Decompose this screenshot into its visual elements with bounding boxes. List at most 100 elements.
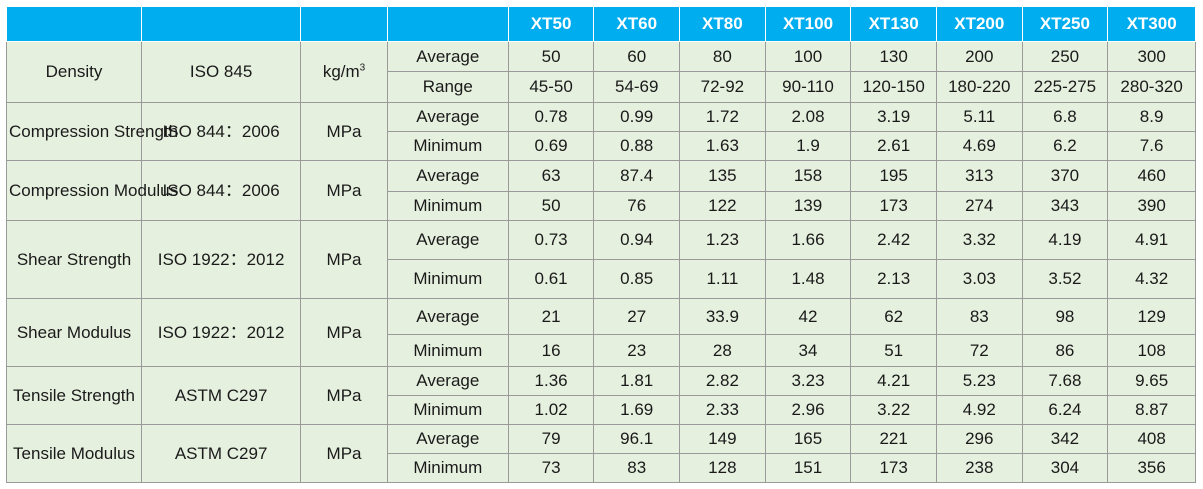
value-cell: 238	[935, 453, 1023, 483]
value-cell: 2.82	[679, 366, 766, 396]
header-blank	[386, 6, 509, 42]
value-cell: 4.91	[1107, 220, 1196, 260]
table-row: Tensile Strength ASTM C297 MPa Average 1.36 1…	[5, 366, 1196, 425]
value-cell: 72-92	[679, 71, 766, 103]
property-name: Tensile Strength	[5, 366, 143, 425]
value-cell: 200	[935, 41, 1023, 72]
property-name: Compression Strength	[5, 102, 178, 161]
value-cell: 180-220	[935, 71, 1023, 103]
value-cell: 83	[593, 453, 681, 483]
value-cell: 54-69	[593, 71, 681, 103]
value-cell: 304	[1021, 453, 1109, 483]
value-cell: 1.11	[679, 259, 766, 299]
property-name: Shear Strength	[5, 220, 143, 299]
table-row: Density ISO 845 kg/m3 Average 50 60 80 100 130 20…	[5, 41, 1196, 103]
value-cell: 165	[764, 424, 852, 454]
table-row: Minimum 73 83 128 151 173 238 304 356	[7, 453, 1196, 483]
table-row: Minimum 16 23 28 34 51 72 86 108	[7, 334, 1196, 367]
value-cell: 342	[1021, 424, 1109, 454]
test-standard: ISO 1922：2012	[141, 298, 302, 367]
table-row: Shear Strength ISO 1922：2012 MPa Average 0.7…	[5, 220, 1196, 299]
table-body: Density ISO 845 kg/m3 Average 50 60 80 100 130 20…	[5, 41, 1196, 483]
header-row: XT50 XT60 XT80 XT100 XT130 XT200 XT250 X…	[5, 6, 1196, 42]
unit: MPa	[300, 424, 388, 483]
grade-header: XT200	[935, 6, 1023, 42]
value-cell: 6.24	[1021, 395, 1109, 425]
value-cell: 343	[1021, 191, 1109, 221]
statistic-label: Minimum	[386, 259, 509, 299]
value-cell: 1.66	[764, 220, 852, 260]
value-cell: 313	[935, 160, 1023, 192]
value-cell: 0.73	[507, 220, 595, 260]
value-cell: 3.19	[850, 102, 937, 132]
value-cell: 1.23	[679, 220, 766, 260]
statistic-label: Minimum	[386, 334, 509, 367]
value-cell: 370	[1021, 160, 1109, 192]
value-cell: 2.08	[764, 102, 852, 132]
value-cell: 151	[764, 453, 852, 483]
unit: MPa	[300, 102, 388, 161]
value-cell: 250	[1021, 41, 1109, 72]
grade-header: XT50	[507, 6, 595, 42]
value-cell: 23	[593, 334, 681, 367]
table-row: Shear Modulus ISO 1922：2012 MPa Average 21 27…	[5, 298, 1196, 367]
value-cell: 1.63	[679, 131, 766, 161]
property-name: Compression Modulus	[5, 160, 178, 221]
test-standard: ASTM C297	[141, 424, 302, 483]
header-blank	[300, 6, 388, 42]
value-cell: 274	[935, 191, 1023, 221]
value-cell: 0.78	[507, 102, 595, 132]
value-cell: 33.9	[679, 298, 766, 335]
value-cell: 122	[679, 191, 766, 221]
value-cell: 195	[850, 160, 937, 192]
value-cell: 45-50	[507, 71, 595, 103]
test-standard: ASTM C297	[141, 366, 302, 425]
value-cell: 62	[850, 298, 937, 335]
value-cell: 356	[1107, 453, 1196, 483]
value-cell: 83	[935, 298, 1023, 335]
value-cell: 130	[850, 41, 937, 72]
grade-header: XT130	[850, 6, 937, 42]
value-cell: 27	[593, 298, 681, 335]
value-cell: 4.19	[1021, 220, 1109, 260]
value-cell: 158	[764, 160, 852, 192]
property-name: Tensile Modulus	[5, 424, 143, 483]
value-cell: 72	[935, 334, 1023, 367]
statistic-label: Minimum	[386, 453, 509, 483]
value-cell: 149	[679, 424, 766, 454]
table-row: Minimum 0.61 0.85 1.11 1.48 2.13 3.03 3.52 4.32	[7, 259, 1196, 299]
value-cell: 1.81	[593, 366, 681, 396]
unit: MPa	[300, 298, 388, 367]
test-standard: ISO 844：2006	[141, 160, 302, 221]
value-cell: 1.02	[507, 395, 595, 425]
value-cell: 128	[679, 453, 766, 483]
value-cell: 390	[1107, 191, 1196, 221]
value-cell: 2.33	[679, 395, 766, 425]
value-cell: 139	[764, 191, 852, 221]
value-cell: 0.88	[593, 131, 681, 161]
value-cell: 408	[1107, 424, 1196, 454]
value-cell: 173	[850, 453, 937, 483]
value-cell: 34	[764, 334, 852, 367]
value-cell: 2.13	[850, 259, 937, 299]
property-name: Shear Modulus	[5, 298, 143, 367]
value-cell: 8.9	[1107, 102, 1196, 132]
statistic-label: Average	[386, 366, 509, 396]
value-cell: 16	[507, 334, 595, 367]
value-cell: 0.94	[593, 220, 681, 260]
value-cell: 73	[507, 453, 595, 483]
value-cell: 6.2	[1021, 131, 1109, 161]
value-cell: 80	[679, 41, 766, 72]
value-cell: 3.03	[935, 259, 1023, 299]
value-cell: 225-275	[1021, 71, 1109, 103]
statistic-label: Minimum	[386, 191, 509, 221]
test-standard: ISO 845	[141, 41, 302, 103]
header-blank	[5, 6, 143, 42]
value-cell: 4.69	[935, 131, 1023, 161]
table-row: Compression Modulus ISO 844：2006 MPa Averag…	[5, 160, 1196, 221]
value-cell: 8.87	[1107, 395, 1196, 425]
value-cell: 7.6	[1107, 131, 1196, 161]
grade-header: XT100	[764, 6, 852, 42]
unit-superscript: 3	[359, 62, 366, 74]
test-standard: ISO 844：2006	[141, 102, 302, 161]
